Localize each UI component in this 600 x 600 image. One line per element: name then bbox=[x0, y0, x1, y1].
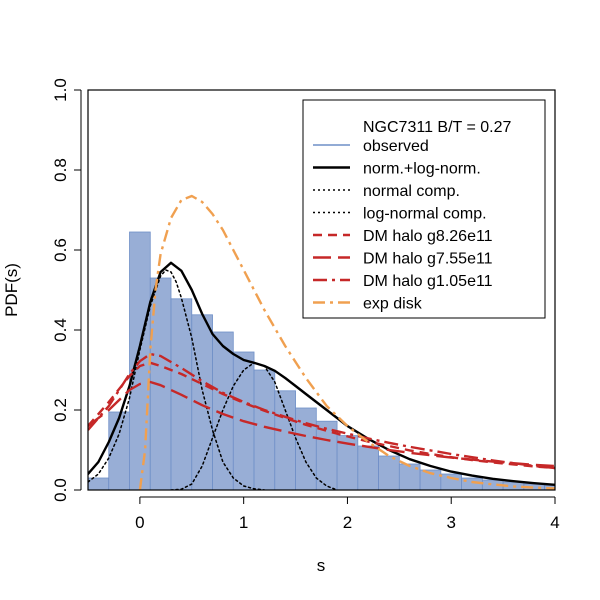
legend-label-dm-halo-g7-55e11: DM halo g7.55e11 bbox=[363, 251, 493, 268]
legend-label-dm-halo-g1-05e11: DM halo g1.05e11 bbox=[363, 273, 493, 290]
y-tick-label: 0.4 bbox=[51, 318, 70, 342]
x-tick-label: 4 bbox=[550, 513, 559, 532]
histogram-bar-1.3 bbox=[274, 390, 296, 490]
legend-label-log-normal-comp: log-normal comp. bbox=[363, 206, 487, 223]
y-tick-label: 0.2 bbox=[51, 398, 70, 422]
x-axis-label: s bbox=[317, 556, 326, 575]
series-line-dm-halo-g7-55e11 bbox=[88, 380, 555, 468]
x-axis: 0 1 2 3 4 bbox=[135, 496, 560, 532]
y-tick-label: 0.0 bbox=[51, 478, 70, 502]
series-line-exp-disk bbox=[138, 194, 555, 490]
legend-title: NGC7311 B/T = 0.27 bbox=[363, 119, 511, 136]
histogram-bar-2.3 bbox=[378, 455, 400, 490]
legend-label-observed: observed bbox=[363, 138, 429, 155]
histogram-bar-2.9 bbox=[440, 473, 463, 490]
legend-label-dm-halo-g8-26e11: DM halo g8.26e11 bbox=[363, 228, 493, 245]
series-line-log-normal-comp bbox=[170, 362, 338, 490]
y-tick-label: 0.8 bbox=[51, 158, 70, 182]
histogram-bar-1.1 bbox=[253, 369, 276, 490]
series-line-dm-halo-g1-05e11 bbox=[88, 352, 555, 470]
x-tick-label: 3 bbox=[446, 513, 455, 532]
plot-frame bbox=[87, 89, 556, 491]
x-tick-label: 0 bbox=[135, 513, 144, 532]
y-axis: 0.0 0.2 0.4 0.6 0.8 1.0 bbox=[51, 78, 82, 502]
legend-label-norm-log-norm: norm.+log-norm. bbox=[363, 161, 481, 178]
histogram-bar--0.5 bbox=[88, 477, 110, 490]
histogram-bar-2.1 bbox=[357, 445, 379, 490]
y-tick-label: 1.0 bbox=[51, 78, 70, 102]
model-curves bbox=[88, 194, 555, 490]
legend-label-normal-comp: normal comp. bbox=[363, 183, 460, 200]
x-tick-label: 2 bbox=[343, 513, 352, 532]
legend: NGC7311 B/T = 0.27 observed norm.+log-nor… bbox=[302, 99, 546, 319]
series-line-norm-log-norm bbox=[88, 261, 555, 486]
legend-box bbox=[302, 99, 546, 319]
y-tick-label: 0.6 bbox=[51, 238, 70, 262]
series-line-normal-comp bbox=[88, 269, 266, 490]
legend-label-exp-disk: exp disk bbox=[363, 296, 423, 313]
y-axis-label: PDF(s) bbox=[2, 263, 21, 317]
x-tick-label: 1 bbox=[239, 513, 248, 532]
